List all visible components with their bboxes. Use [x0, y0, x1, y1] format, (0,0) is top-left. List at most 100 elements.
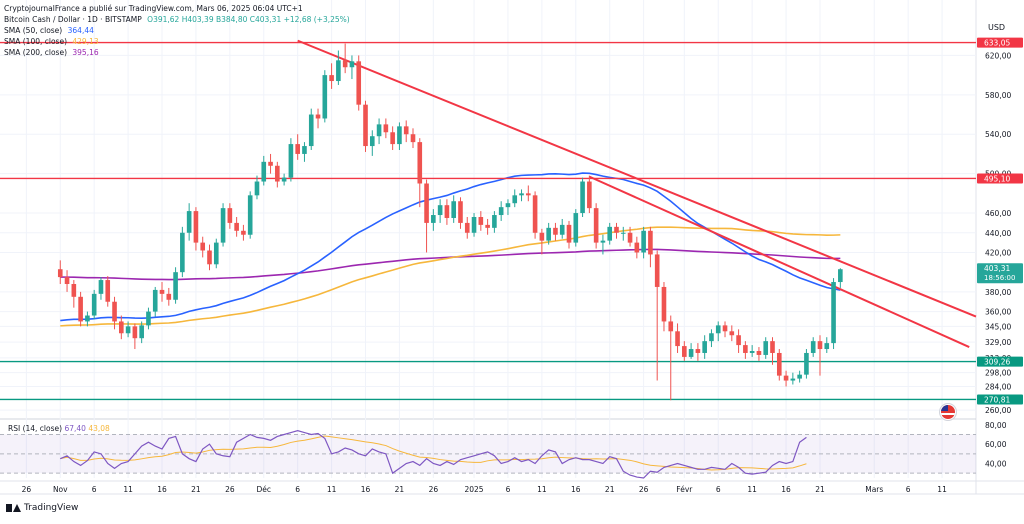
candle-down — [268, 153, 273, 174]
candle-body — [654, 254, 660, 287]
sma50-value: 364,44 — [67, 26, 94, 35]
candle-body — [410, 134, 416, 143]
candle-up — [749, 345, 755, 357]
candle-down — [444, 199, 450, 225]
candle-down — [682, 341, 687, 361]
candle-down — [193, 207, 199, 251]
candle-body — [804, 352, 809, 375]
time-tick-label: 6 — [716, 485, 721, 494]
candle-down — [200, 236, 206, 258]
time-tick-label: 26 — [429, 485, 439, 494]
candle-body — [180, 232, 185, 273]
candle-up — [247, 191, 253, 239]
candle-down — [112, 296, 117, 330]
candle-up — [519, 189, 524, 202]
candle-body — [349, 61, 355, 68]
candle-up — [173, 267, 178, 304]
candle-body — [743, 345, 748, 353]
candle-up — [763, 337, 769, 359]
sma100-value: 429,13 — [72, 37, 99, 46]
brand-name: TradingView — [24, 503, 79, 513]
candle-down — [275, 161, 280, 188]
currency-label: USD — [988, 23, 1005, 32]
candle-up — [254, 175, 260, 200]
candle-body — [356, 61, 362, 105]
time-tick-label: 11 — [537, 485, 547, 494]
candle-down — [390, 126, 395, 150]
time-tick-label: 6 — [295, 485, 300, 494]
sma100-legend[interactable]: SMA (100, close) 429,13 — [4, 36, 350, 47]
candle-body — [342, 60, 348, 68]
candle-up — [125, 321, 131, 338]
time-tick-label: Févr — [676, 485, 693, 494]
candle-body — [498, 207, 504, 216]
candle-down — [776, 349, 782, 381]
candle-body — [505, 203, 511, 208]
sma200-legend[interactable]: SMA (200, close) 395,16 — [4, 47, 350, 58]
candle-down — [736, 329, 741, 353]
time-tick-label: 26 — [639, 485, 649, 494]
candle-body — [587, 181, 592, 209]
candle-down — [458, 197, 463, 229]
time-tick-label: 21 — [395, 485, 405, 494]
candle-up — [369, 130, 375, 156]
candle-down — [695, 343, 701, 361]
candle-body — [132, 326, 138, 339]
candle-up — [308, 108, 314, 150]
rsi-legend[interactable]: RSI (14, close) 67,40 43,08 — [8, 424, 110, 433]
time-tick-label: 11 — [937, 485, 947, 494]
candle-body — [234, 222, 239, 231]
candle-up — [512, 189, 518, 208]
candle-body — [600, 240, 606, 243]
candle-body — [756, 351, 762, 355]
candle-down — [64, 270, 70, 292]
support-mid-tag-label: 309,26 — [984, 358, 1010, 367]
candle-up — [838, 268, 843, 288]
candle-body — [227, 208, 233, 223]
us-flag-icon[interactable] — [940, 404, 956, 420]
candle-body — [315, 114, 321, 119]
sma50-legend[interactable]: SMA (50, close) 364,44 — [4, 25, 350, 36]
candle-body — [268, 161, 273, 166]
symbol-name[interactable]: Bitcoin Cash / Dollar · 1D · BITSTAMP — [4, 15, 142, 24]
candle-down — [342, 43, 348, 74]
time-tick-label: 6 — [92, 485, 97, 494]
time-tick-label: 26 — [225, 485, 235, 494]
candle-down — [417, 138, 423, 208]
candle-body — [403, 126, 409, 135]
time-tick-label: Nov — [53, 485, 68, 494]
candle-down — [207, 244, 212, 271]
time-tick-label: 16 — [361, 485, 371, 494]
candle-down — [783, 370, 789, 387]
candle-up — [715, 321, 721, 342]
price-tick-label: 380,00 — [985, 288, 1011, 297]
candle-body — [702, 341, 707, 353]
candle-down — [363, 100, 368, 152]
candle-body — [593, 208, 599, 243]
candle-body — [790, 378, 796, 381]
candle-down — [410, 128, 416, 149]
candle-body — [458, 201, 463, 223]
candle-body — [715, 325, 721, 334]
candle-body — [64, 277, 70, 284]
candle-body — [688, 349, 694, 357]
price-tick-label: 620,00 — [985, 51, 1011, 60]
candle-down — [464, 217, 470, 239]
candle-body — [173, 272, 178, 300]
candle-body — [200, 242, 206, 251]
candle-down — [532, 191, 538, 239]
candle-down — [71, 280, 77, 308]
candle-body — [648, 230, 653, 255]
candle-up — [804, 349, 809, 379]
candle-body — [444, 205, 450, 218]
candle-body — [437, 205, 443, 216]
price-tick-label: 298,00 — [985, 369, 1011, 378]
candle-down — [743, 341, 748, 359]
candle-up — [85, 311, 90, 327]
candle-body — [546, 227, 551, 241]
time-tick-label: 16 — [781, 485, 791, 494]
resistance-mid-tag — [977, 173, 1023, 184]
